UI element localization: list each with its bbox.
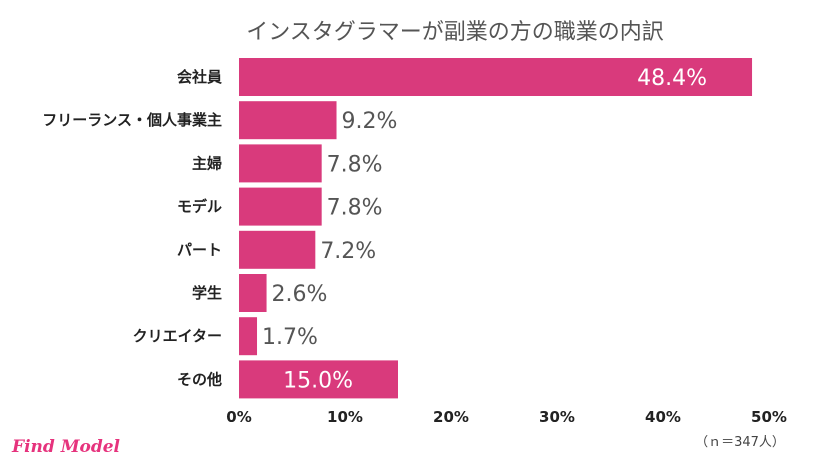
x-tick-label: 0% [226,408,251,426]
x-tick-label: 10% [327,408,363,426]
value-label: 7.8% [327,196,383,221]
value-label: 1.7% [262,325,318,350]
bar [239,317,258,356]
bar [239,230,316,269]
category-label: 会社員 [177,68,222,86]
category-label: フリーランス・個人事業主 [42,111,222,129]
x-tick-label: 50% [751,408,787,426]
category-label: クリエイター [133,327,222,345]
value-label: 7.2% [320,239,376,264]
sample-size-note: （ｎ＝347人） [695,435,785,450]
category-label: 学生 [192,284,222,302]
bar [239,144,322,183]
value-label: 9.2% [342,109,398,134]
bar [239,187,322,226]
category-label: 主婦 [192,154,222,172]
bar [239,58,753,96]
value-label: 48.4% [637,66,707,91]
value-label: 7.8% [327,152,383,177]
x-tick-label: 40% [645,408,681,426]
x-tick-label: 30% [539,408,575,426]
chart-title: インスタグラマーが副業の方の職業の内訳 [246,20,664,45]
bar [239,360,398,399]
category-label: その他 [177,370,222,388]
bars-layer: 会社員 48.4% フリーランス・個人事業主 9.2% 主婦 7.8% モデル 7.8% パート… [42,58,787,426]
x-tick-label: 20% [433,408,469,426]
category-label: モデル [177,198,222,216]
bar [239,274,267,312]
find-model-logo: Find Model [11,437,121,457]
category-label: パート [177,241,222,259]
bar [239,101,337,140]
value-label: 15.0% [283,368,353,393]
value-label: 2.6% [272,282,328,307]
